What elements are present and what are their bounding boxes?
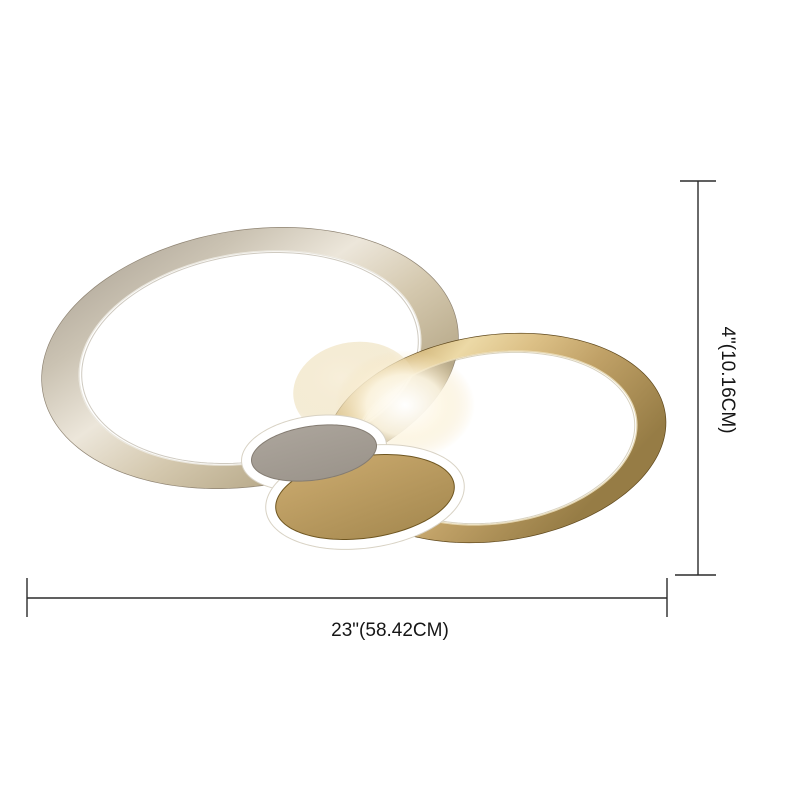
svg-text:23"(58.42CM): 23"(58.42CM) [331, 620, 449, 641]
svg-text:4"(10.16CM): 4"(10.16CM) [717, 326, 738, 433]
